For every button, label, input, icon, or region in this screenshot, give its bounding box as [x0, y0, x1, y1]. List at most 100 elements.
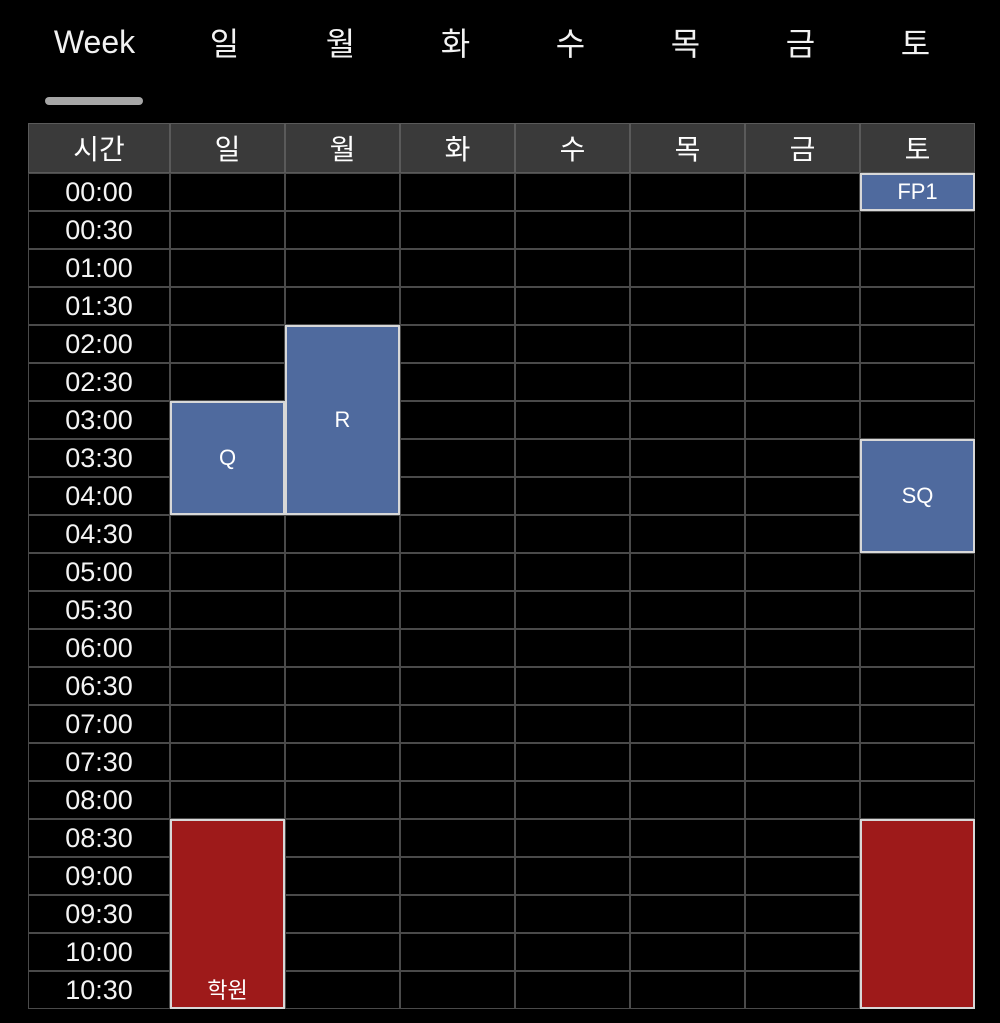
slot-cell[interactable]	[630, 287, 745, 325]
slot-cell[interactable]	[630, 363, 745, 401]
tab-wednesday[interactable]: 수	[555, 25, 586, 63]
slot-cell[interactable]	[630, 211, 745, 249]
slot-cell[interactable]	[860, 287, 975, 325]
slot-cell[interactable]	[515, 287, 630, 325]
slot-cell[interactable]	[285, 515, 400, 553]
slot-cell[interactable]	[515, 211, 630, 249]
slot-cell[interactable]	[630, 667, 745, 705]
slot-cell[interactable]	[630, 781, 745, 819]
slot-cell[interactable]	[285, 819, 400, 857]
tab-tuesday[interactable]: 화	[440, 25, 471, 63]
slot-cell[interactable]	[745, 211, 860, 249]
slot-cell[interactable]	[860, 591, 975, 629]
slot-cell[interactable]	[860, 705, 975, 743]
slot-cell[interactable]	[515, 819, 630, 857]
tab-thursday[interactable]: 목	[670, 25, 701, 63]
slot-cell[interactable]	[515, 743, 630, 781]
slot-cell[interactable]	[170, 363, 285, 401]
slot-cell[interactable]	[400, 553, 515, 591]
slot-cell[interactable]	[745, 857, 860, 895]
slot-cell[interactable]	[400, 363, 515, 401]
slot-cell[interactable]	[860, 743, 975, 781]
slot-cell[interactable]	[630, 401, 745, 439]
slot-cell[interactable]	[860, 249, 975, 287]
slot-cell[interactable]	[170, 325, 285, 363]
slot-cell[interactable]	[170, 249, 285, 287]
slot-cell[interactable]	[860, 401, 975, 439]
slot-cell[interactable]	[745, 553, 860, 591]
slot-cell[interactable]	[515, 439, 630, 477]
slot-cell[interactable]	[630, 743, 745, 781]
slot-cell[interactable]	[860, 553, 975, 591]
slot-cell[interactable]	[630, 705, 745, 743]
slot-cell[interactable]	[400, 667, 515, 705]
slot-cell[interactable]	[515, 325, 630, 363]
slot-cell[interactable]	[630, 249, 745, 287]
slot-cell[interactable]	[170, 781, 285, 819]
slot-cell[interactable]	[400, 515, 515, 553]
tab-sunday[interactable]: 일	[209, 25, 240, 63]
slot-cell[interactable]	[400, 895, 515, 933]
slot-cell[interactable]	[630, 173, 745, 211]
slot-cell[interactable]	[515, 401, 630, 439]
slot-cell[interactable]	[515, 971, 630, 1009]
slot-cell[interactable]	[515, 515, 630, 553]
slot-cell[interactable]	[285, 249, 400, 287]
slot-cell[interactable]	[170, 591, 285, 629]
slot-cell[interactable]	[170, 629, 285, 667]
slot-cell[interactable]	[400, 173, 515, 211]
slot-cell[interactable]	[745, 667, 860, 705]
slot-cell[interactable]	[400, 211, 515, 249]
tab-week[interactable]: Week	[53, 23, 136, 60]
slot-cell[interactable]	[745, 439, 860, 477]
slot-cell[interactable]	[860, 667, 975, 705]
slot-cell[interactable]	[630, 325, 745, 363]
slot-cell[interactable]	[515, 667, 630, 705]
slot-cell[interactable]	[170, 211, 285, 249]
slot-cell[interactable]	[745, 477, 860, 515]
slot-cell[interactable]	[745, 971, 860, 1009]
slot-cell[interactable]	[515, 895, 630, 933]
slot-cell[interactable]	[285, 629, 400, 667]
slot-cell[interactable]	[170, 743, 285, 781]
slot-cell[interactable]	[400, 819, 515, 857]
slot-cell[interactable]	[745, 287, 860, 325]
slot-cell[interactable]	[285, 743, 400, 781]
slot-cell[interactable]	[400, 933, 515, 971]
slot-cell[interactable]	[400, 971, 515, 1009]
slot-cell[interactable]	[515, 705, 630, 743]
slot-cell[interactable]	[515, 173, 630, 211]
schedule-event-학원[interactable]: 학원	[170, 819, 285, 1009]
slot-cell[interactable]	[745, 363, 860, 401]
slot-cell[interactable]	[285, 667, 400, 705]
slot-cell[interactable]	[860, 781, 975, 819]
slot-cell[interactable]	[745, 629, 860, 667]
slot-cell[interactable]	[630, 439, 745, 477]
slot-cell[interactable]	[285, 705, 400, 743]
slot-cell[interactable]	[170, 173, 285, 211]
slot-cell[interactable]	[285, 173, 400, 211]
slot-cell[interactable]	[745, 705, 860, 743]
slot-cell[interactable]	[745, 515, 860, 553]
slot-cell[interactable]	[515, 857, 630, 895]
slot-cell[interactable]	[515, 781, 630, 819]
slot-cell[interactable]	[745, 743, 860, 781]
slot-cell[interactable]	[285, 591, 400, 629]
slot-cell[interactable]	[515, 249, 630, 287]
slot-cell[interactable]	[630, 515, 745, 553]
slot-cell[interactable]	[285, 933, 400, 971]
slot-cell[interactable]	[400, 743, 515, 781]
slot-cell[interactable]	[515, 591, 630, 629]
slot-cell[interactable]	[285, 553, 400, 591]
slot-cell[interactable]	[630, 477, 745, 515]
schedule-event-r[interactable]: R	[285, 325, 400, 515]
slot-cell[interactable]	[630, 971, 745, 1009]
slot-cell[interactable]	[170, 287, 285, 325]
slot-cell[interactable]	[630, 933, 745, 971]
tab-monday[interactable]: 월	[325, 25, 356, 63]
slot-cell[interactable]	[745, 249, 860, 287]
slot-cell[interactable]	[285, 781, 400, 819]
slot-cell[interactable]	[400, 325, 515, 363]
slot-cell[interactable]	[400, 249, 515, 287]
schedule-event-sq[interactable]: SQ	[860, 439, 975, 553]
